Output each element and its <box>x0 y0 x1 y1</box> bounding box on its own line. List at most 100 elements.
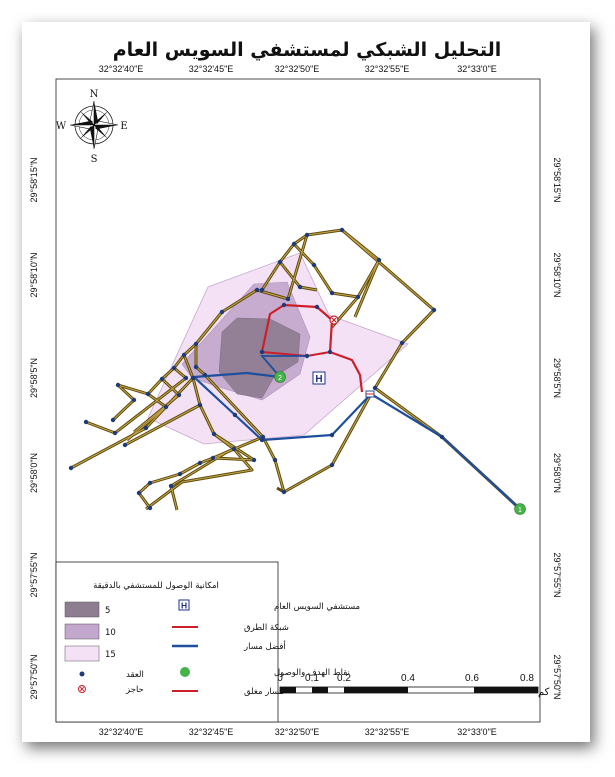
road-node <box>147 505 153 511</box>
road-node <box>311 262 317 268</box>
isochrone-5-min <box>218 317 301 399</box>
graticule-bottom: 32°32'40"E 32°32'45"E 32°32'50"E 32°32'5… <box>99 727 497 737</box>
road-node <box>297 284 303 290</box>
lon-label-bottom: 32°33'0"E <box>457 727 497 737</box>
road-node <box>176 392 182 398</box>
legend-closed-route-label: مسار مغلق <box>244 687 284 697</box>
road-node <box>147 480 153 486</box>
legend-nodes-label: العقد <box>126 670 144 680</box>
road-node <box>211 431 217 437</box>
road-node <box>259 287 265 293</box>
lat-label-right: 29°58'15"N <box>552 157 562 202</box>
road-node <box>329 290 335 296</box>
stop-end-label: 2 <box>278 375 282 382</box>
lat-label-left: 29°57'55"N <box>29 552 39 597</box>
road-node <box>272 457 278 463</box>
scale-tick-label: 0.6 <box>465 673 479 684</box>
road-node <box>193 364 199 370</box>
road-node <box>181 352 187 358</box>
lon-label-bottom: 32°32'40"E <box>99 727 144 737</box>
graticule-right: 29°58'15"N 29°58'10"N 29°58'5"N 29°58'0"… <box>552 157 562 699</box>
scale-tick-label: 0.4 <box>401 673 415 684</box>
legend-road-network-label: شبكة الطرق <box>244 623 289 633</box>
stop-start-label: 1 <box>518 507 522 514</box>
legend-isochrone-15: 15 <box>105 650 116 660</box>
road-node <box>68 465 74 471</box>
scale-tick-label: 0.1 <box>305 673 319 684</box>
lat-label-right: 29°58'5"N <box>552 358 562 398</box>
hospital-marker: H <box>312 371 326 385</box>
lon-label-top: 32°32'55"E <box>365 64 410 74</box>
map-frame: التحليل الشبكي لمستشفي السويس العام 32°3… <box>29 39 562 737</box>
scale-tick-label: 0.8 <box>520 673 534 684</box>
road-node <box>376 257 382 263</box>
road-node <box>177 471 183 477</box>
road-node <box>372 385 378 391</box>
road-node <box>136 490 142 496</box>
road-node <box>112 430 118 436</box>
road-node <box>277 259 283 265</box>
road-node <box>431 307 437 313</box>
road-node <box>145 391 151 397</box>
road-node <box>281 489 287 495</box>
legend-hospital-symbol: H <box>181 601 187 611</box>
legend-node-icon <box>79 671 85 677</box>
road-node <box>202 372 208 378</box>
graticule-top: 32°32'40"E 32°32'45"E 32°32'50"E 32°32'5… <box>99 64 497 74</box>
lat-label-left: 29°57'50"N <box>29 654 39 699</box>
legend-best-route-label: أفضل مسار <box>243 640 286 652</box>
road-node <box>339 227 345 233</box>
legend-hospital-icon: H <box>178 599 190 611</box>
legend-isochrone-title: امكانية الوصول للمستشفي بالدقيقة <box>93 581 219 591</box>
road-node <box>329 462 335 468</box>
road-node <box>304 353 310 359</box>
lon-label-bottom: 32°32'50"E <box>275 727 320 737</box>
road-node <box>232 412 238 418</box>
legend-hospital-label: مستشفي السويس العام <box>274 602 360 612</box>
legend-barrier-label: حاجز <box>125 685 144 695</box>
lon-label-top: 32°33'0"E <box>457 64 497 74</box>
road-node <box>304 232 310 238</box>
compass-rose: N S E W <box>56 89 128 165</box>
scale-tick-label: 0.2 <box>337 673 351 684</box>
lon-label-bottom: 32°32'45"E <box>189 727 234 737</box>
lat-label-right: 29°58'10"N <box>552 252 562 297</box>
road-node <box>83 419 89 425</box>
road-node <box>219 309 225 315</box>
lat-label-right: 29°58'0"N <box>552 453 562 493</box>
road-node <box>281 302 287 308</box>
lat-label-left: 29°58'5"N <box>29 358 39 398</box>
legend-stops-label: نقاط الهدف والوصول <box>274 668 350 678</box>
road-node <box>291 241 297 247</box>
road-network <box>70 228 522 511</box>
lat-label-left: 29°58'0"N <box>29 453 39 493</box>
road-node <box>183 375 189 381</box>
legend-swatch-10 <box>64 623 100 640</box>
road-node <box>327 349 333 355</box>
road-node <box>190 375 196 381</box>
lon-label-top: 32°32'40"E <box>99 64 144 74</box>
road-node <box>329 432 335 438</box>
map-sheet: التحليل الشبكي لمستشفي السويس العام 32°3… <box>22 22 590 742</box>
lon-label-top: 32°32'45"E <box>189 64 234 74</box>
road-node <box>110 417 116 423</box>
lon-label-bottom: 32°32'55"E <box>365 727 410 737</box>
barrier-marker <box>365 390 375 398</box>
road-node <box>163 404 169 410</box>
legend-stop-icon <box>180 667 190 677</box>
road-node <box>193 341 199 347</box>
road-node <box>115 382 121 388</box>
road-node <box>439 434 445 440</box>
road-node <box>159 376 165 382</box>
road-node <box>131 397 137 403</box>
compass-w-label: W <box>56 121 67 132</box>
road-node <box>122 442 128 448</box>
road-node <box>314 304 320 310</box>
compass-e-label: E <box>120 121 127 132</box>
road-node <box>285 296 291 302</box>
road-node <box>168 483 174 489</box>
stop-start: 1 <box>514 503 526 515</box>
legend-isochrone-5: 5 <box>105 606 110 616</box>
legend-swatch-15 <box>64 645 100 662</box>
lat-label-left: 29°58'15"N <box>29 157 39 202</box>
